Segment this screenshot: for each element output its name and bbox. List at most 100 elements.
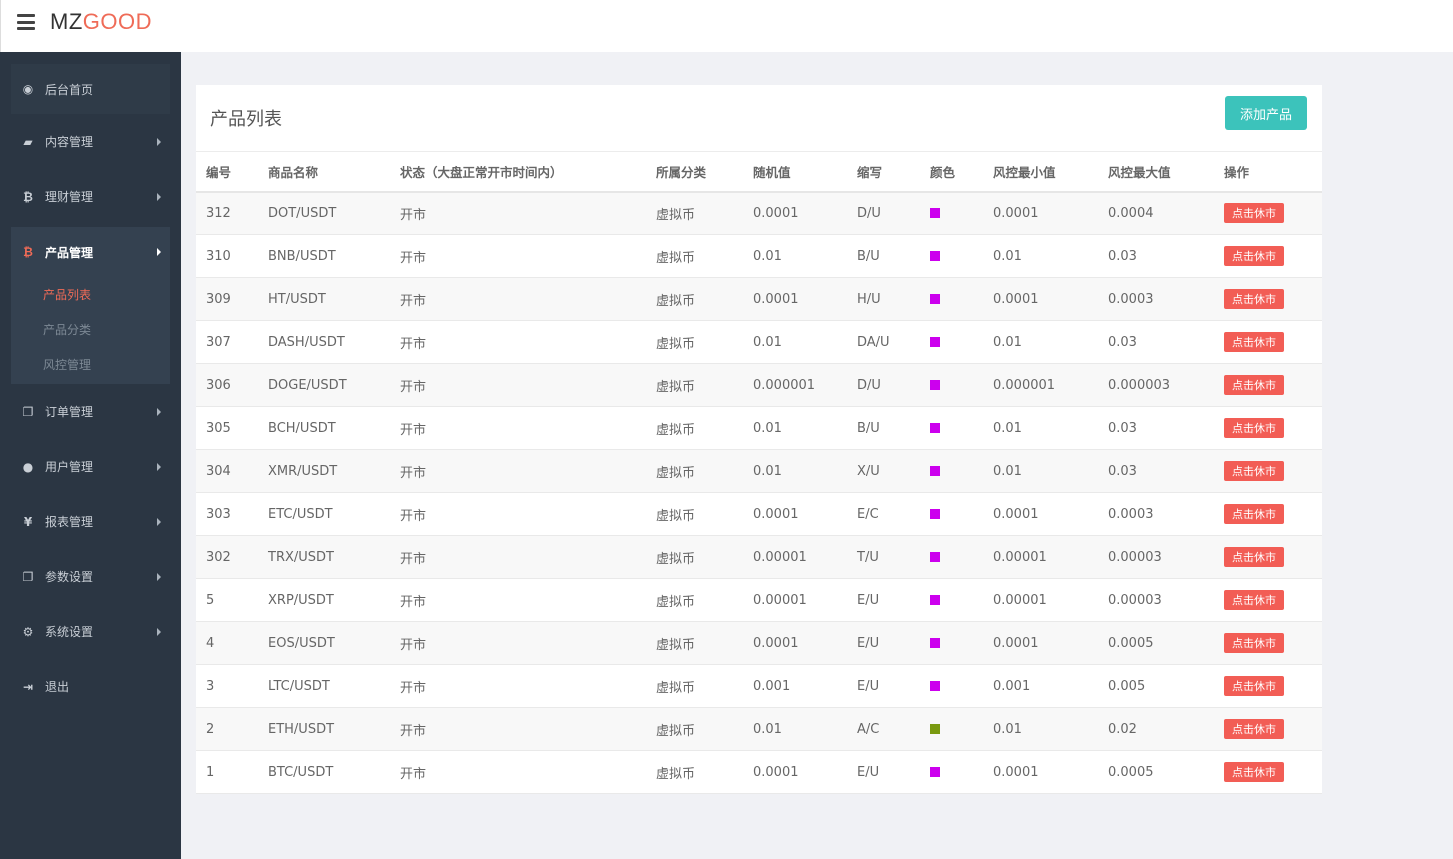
cell-risk-min: 0.000001 — [983, 363, 1098, 407]
bitcoin-icon: ₿ — [23, 189, 33, 204]
cell-color — [920, 578, 983, 622]
cell-random: 0.01 — [743, 234, 847, 278]
cell-id: 306 — [196, 363, 258, 407]
cell-name: BCH/USDT — [258, 406, 390, 450]
sidebar-subitem-product-list[interactable]: 产品列表 — [43, 288, 92, 302]
table-row: 309 HT/USDT 开市 虚拟币 0.0001 H/U 0.0001 0.0003 点击休市 — [196, 277, 1322, 321]
cell-status: 开市 — [390, 621, 646, 665]
close-market-button[interactable]: 点击休市 — [1224, 762, 1284, 782]
cell-risk-min: 0.0001 — [983, 277, 1098, 321]
cell-name: DOT/USDT — [258, 191, 390, 235]
cell-risk-max: 0.03 — [1098, 234, 1214, 278]
add-product-button[interactable]: 添加产品 — [1225, 96, 1307, 130]
cell-color — [920, 277, 983, 321]
sidebar-item-products[interactable]: ₿ 产品管理 — [11, 227, 170, 277]
cell-category: 虚拟币 — [646, 750, 743, 794]
cell-random: 0.01 — [743, 406, 847, 450]
cell-action: 点击休市 — [1214, 492, 1322, 536]
table-row: 306 DOGE/USDT 开市 虚拟币 0.000001 D/U 0.000001 0.00… — [196, 363, 1322, 407]
close-market-button[interactable]: 点击休市 — [1224, 461, 1284, 481]
sidebar-subitem-product-category[interactable]: 产品分类 — [43, 323, 92, 337]
cell-abbr: D/U — [847, 363, 920, 407]
sidebar-subitem-risk-control[interactable]: 风控管理 — [43, 358, 92, 372]
sidebar-item-finance[interactable]: ₿ 理财管理 — [0, 169, 181, 224]
close-market-button[interactable]: 点击休市 — [1224, 676, 1284, 696]
column-header-abbr: 缩写 — [847, 151, 920, 193]
close-market-button[interactable]: 点击休市 — [1224, 418, 1284, 438]
close-market-button[interactable]: 点击休市 — [1224, 203, 1284, 224]
cell-category: 虚拟币 — [646, 492, 743, 536]
cell-category: 虚拟币 — [646, 363, 743, 407]
cell-risk-min: 0.00001 — [983, 578, 1098, 622]
cell-status: 开市 — [390, 750, 646, 794]
cell-action: 点击休市 — [1214, 320, 1322, 364]
sidebar-item-dashboard[interactable]: ◉ 后台首页 — [11, 64, 170, 114]
color-swatch — [930, 595, 940, 605]
close-market-button[interactable]: 点击休市 — [1224, 633, 1284, 653]
cell-color — [920, 363, 983, 407]
cell-risk-max: 0.03 — [1098, 406, 1214, 450]
color-swatch — [930, 208, 940, 219]
cell-risk-max: 0.0005 — [1098, 621, 1214, 665]
close-market-button[interactable]: 点击休市 — [1224, 246, 1284, 266]
cell-name: XMR/USDT — [258, 449, 390, 493]
cell-action: 点击休市 — [1214, 535, 1322, 579]
color-swatch — [930, 509, 940, 519]
close-market-button[interactable]: 点击休市 — [1224, 547, 1284, 567]
color-swatch — [930, 423, 940, 433]
cell-risk-max: 0.005 — [1098, 664, 1214, 708]
sidebar-item-logout[interactable]: ⇥ 退出 — [0, 659, 181, 714]
cell-id: 307 — [196, 320, 258, 364]
menu-toggle-icon[interactable] — [17, 14, 35, 30]
cell-random: 0.00001 — [743, 535, 847, 579]
close-market-button[interactable]: 点击休市 — [1224, 332, 1284, 352]
cell-random: 0.01 — [743, 449, 847, 493]
copy-icon: ❐ — [22, 569, 34, 584]
column-header-id: 编号 — [196, 151, 258, 193]
cell-status: 开市 — [390, 664, 646, 708]
top-bar: MZGOOD — [0, 0, 1453, 52]
page-title: 产品列表 — [210, 109, 282, 130]
logo[interactable]: MZGOOD — [50, 9, 152, 35]
sidebar-item-system[interactable]: ⚙ 系统设置 — [0, 604, 181, 659]
close-market-button[interactable]: 点击休市 — [1224, 719, 1284, 739]
close-market-button[interactable]: 点击休市 — [1224, 504, 1284, 524]
cell-action: 点击休市 — [1214, 621, 1322, 665]
sidebar-item-label: 参数设置 — [45, 570, 94, 584]
cell-id: 303 — [196, 492, 258, 536]
color-swatch — [930, 767, 940, 777]
sidebar-item-label: 报表管理 — [45, 515, 94, 529]
close-market-button[interactable]: 点击休市 — [1224, 590, 1284, 610]
color-swatch — [930, 638, 940, 648]
cell-name: HT/USDT — [258, 277, 390, 321]
logo-part2: GOOD — [82, 9, 152, 34]
cell-category: 虚拟币 — [646, 320, 743, 364]
sidebar-item-reports[interactable]: ¥ 报表管理 — [0, 494, 181, 549]
color-swatch — [930, 380, 940, 390]
chevron-right-icon — [157, 462, 161, 471]
column-header-category: 所属分类 — [646, 151, 743, 193]
sidebar-item-content[interactable]: ▰ 内容管理 — [0, 114, 181, 169]
copy-icon: ❐ — [22, 404, 34, 419]
cell-color — [920, 449, 983, 493]
cell-color — [920, 320, 983, 364]
cell-color — [920, 234, 983, 278]
cell-action: 点击休市 — [1214, 234, 1322, 278]
sidebar-item-orders[interactable]: ❐ 订单管理 — [0, 384, 181, 439]
cell-name: DASH/USDT — [258, 320, 390, 364]
cell-id: 305 — [196, 406, 258, 450]
close-market-button[interactable]: 点击休市 — [1224, 289, 1284, 309]
cell-random: 0.0001 — [743, 277, 847, 321]
sidebar-item-params[interactable]: ❐ 参数设置 — [0, 549, 181, 604]
sidebar-item-label: 理财管理 — [45, 190, 94, 204]
sidebar-item-users[interactable]: ● 用户管理 — [0, 439, 181, 494]
cell-abbr: B/U — [847, 406, 920, 450]
cell-action: 点击休市 — [1214, 750, 1322, 794]
sidebar-group-products: ₿ 产品管理 产品列表 产品分类 风控管理 — [11, 227, 170, 384]
color-swatch — [930, 251, 940, 261]
close-market-button[interactable]: 点击休市 — [1224, 375, 1284, 395]
sign-out-icon: ⇥ — [22, 679, 34, 694]
cell-id: 310 — [196, 234, 258, 278]
logo-part1: MZ — [50, 9, 83, 34]
cell-risk-min: 0.0001 — [983, 750, 1098, 794]
